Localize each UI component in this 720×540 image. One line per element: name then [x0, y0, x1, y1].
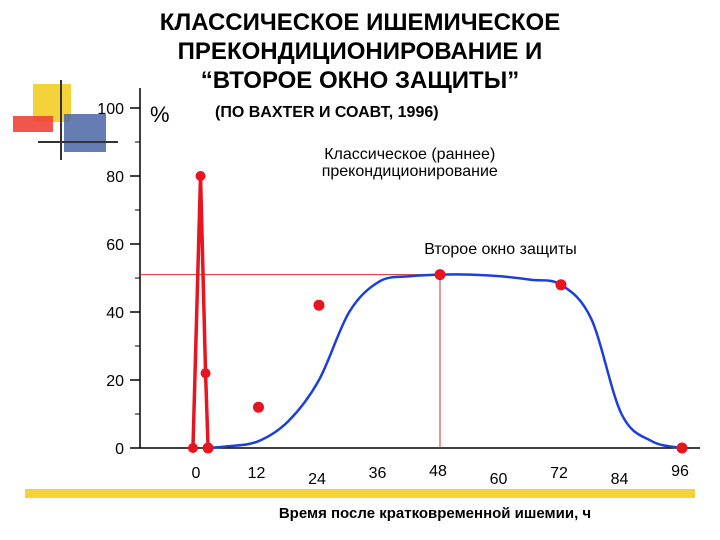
- x-tick-label-60: 60: [490, 471, 508, 488]
- y-tick-label-0: 0: [115, 441, 124, 458]
- y-tick-label-80: 80: [106, 169, 124, 186]
- second-window-point: [434, 269, 446, 281]
- x-tick-label-84: 84: [611, 471, 629, 488]
- x-tick-label-12: 12: [248, 465, 266, 482]
- title-line-1: КЛАССИЧЕСКОЕ ИШЕМИЧЕСКОЕ: [159, 9, 561, 36]
- y-tick-label-100: 100: [97, 101, 124, 118]
- y-axis-label: %: [150, 102, 170, 127]
- x-axis-label: Время после кратковременной ишемии, ч: [279, 505, 591, 522]
- second-window-point: [202, 442, 214, 454]
- y-tick-label-60: 60: [106, 237, 124, 254]
- deco-vertical-line: [60, 80, 62, 160]
- y-tick-label-40: 40: [106, 305, 124, 322]
- annotation-1: Классическое (раннее): [324, 146, 495, 163]
- series-second-window-line: [207, 273, 683, 450]
- classic-point: [200, 368, 211, 379]
- x-tick-label-96: 96: [671, 463, 689, 480]
- annotation-2: прекондиционирование: [322, 163, 498, 180]
- title-line-2: ПРЕКОНДИЦИОНИРОВАНИЕ И: [177, 38, 543, 65]
- title-line-3: “ВТОРОЕ ОКНО ЗАЩИТЫ”: [200, 67, 520, 94]
- x-tick-label-36: 36: [369, 465, 387, 482]
- classic-point: [187, 443, 198, 453]
- deco-horizontal-line: [38, 141, 118, 143]
- second-window-point: [253, 401, 264, 413]
- x-tick-label-48: 48: [429, 463, 447, 480]
- deco-blue-block: [64, 114, 106, 152]
- series-classic-line: [191, 174, 210, 449]
- annotation-3: Второе окно защиты: [424, 241, 577, 258]
- x-tick-label-24: 24: [308, 471, 326, 488]
- deco-red-block: [13, 116, 53, 132]
- x-tick-label-0: 0: [192, 465, 201, 482]
- deco-yellow-bar: [25, 489, 695, 498]
- slide-title: КЛАССИЧЕСКОЕ ИШЕМИЧЕСКОЕ ПРЕКОНДИЦИОНИРО…: [120, 8, 600, 95]
- second-window-point: [676, 442, 688, 454]
- y-tick-label-20: 20: [106, 373, 124, 390]
- second-window-point: [555, 279, 567, 291]
- x-tick-label-72: 72: [550, 465, 568, 482]
- slide-subtitle: (ПО BAXTER И СОАВТ, 1996): [215, 104, 439, 121]
- second-window-point: [313, 299, 325, 311]
- classic-point: [195, 171, 206, 181]
